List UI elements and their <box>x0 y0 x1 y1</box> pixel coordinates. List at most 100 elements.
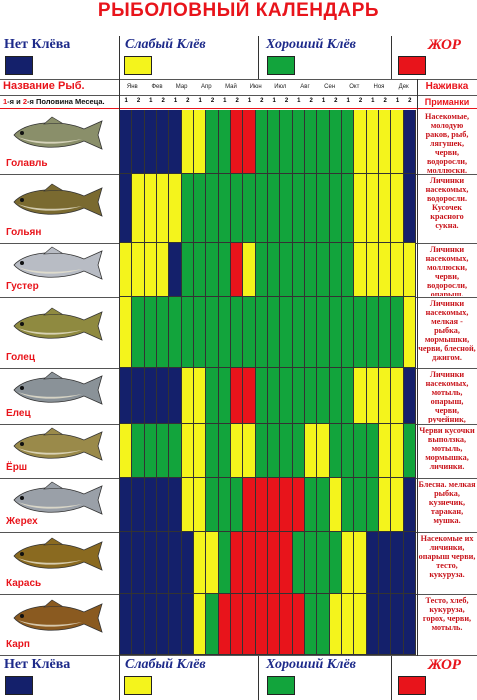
legend-item-n: Нет Клёва <box>0 36 119 80</box>
legend-label: ЖОР <box>428 37 461 53</box>
halves-mid: -я и <box>7 97 23 106</box>
bite-cell <box>206 243 219 297</box>
bite-cell <box>317 424 330 478</box>
header-divider <box>0 108 477 109</box>
bite-cell <box>157 174 170 243</box>
bite-cell <box>120 297 133 368</box>
month-label: Ноя <box>373 84 385 90</box>
bite-cell <box>366 424 379 478</box>
bite-cell <box>169 532 182 594</box>
bite-cell <box>194 174 207 243</box>
fish-name-header: Название Рыб. <box>3 80 85 92</box>
bite-cell <box>218 532 231 594</box>
legend-swatch <box>5 56 33 75</box>
fish-row: Жерех Блесна. мелкая рыбка, кузнечик, тар… <box>0 478 477 532</box>
legend-item-n: Нет Клёва <box>0 656 119 700</box>
bite-cell <box>329 243 342 297</box>
bite-cell <box>231 297 244 368</box>
fish-row: Елец Личинки насекомых, мотыль, опарыш, ч… <box>0 368 477 424</box>
legend-divider <box>258 656 259 700</box>
fish-row: Карась Насекомые их личинки, опарыш черви… <box>0 532 477 594</box>
bite-cell <box>231 368 244 424</box>
bite-cell <box>194 110 207 174</box>
bite-cell <box>243 532 256 594</box>
legend-swatch <box>398 56 426 75</box>
bite-cell <box>354 424 367 478</box>
half-number: 2 <box>408 98 412 104</box>
bite-cell <box>292 110 305 174</box>
fish-image <box>4 370 108 415</box>
legend-item-g: Хороший Клёв <box>259 36 391 80</box>
bite-cell <box>255 110 268 174</box>
fish-name: Голец <box>6 352 35 363</box>
bite-cell <box>317 297 330 368</box>
bite-cell <box>144 368 157 424</box>
month-label: Мар <box>175 84 188 90</box>
bite-cell <box>379 532 392 594</box>
bite-cell <box>366 594 379 655</box>
bite-cell <box>132 174 145 243</box>
bite-cell <box>354 110 367 174</box>
bite-cell <box>218 368 231 424</box>
fish-row: Карп Тесто, хлеб, кукуруза, горох, черви,… <box>0 594 477 655</box>
months-row: Янв Фев Мар Апр Май Июн Июл Авг Сен Окт Ноя Дек <box>120 81 416 95</box>
fish-name: Густер <box>6 281 39 292</box>
legend-item-z: ЖОР <box>392 36 477 80</box>
half-number: 2 <box>235 98 239 104</box>
column-divider <box>417 79 418 656</box>
bite-cell <box>317 594 330 655</box>
bite-cell <box>391 424 404 478</box>
bite-cell <box>280 297 293 368</box>
bite-cell <box>144 532 157 594</box>
bite-cell <box>157 297 170 368</box>
bite-cell <box>231 243 244 297</box>
bite-cell <box>305 243 318 297</box>
fish-bait: Черви кусочки выползка, мотыль, мормышка… <box>419 426 475 471</box>
bite-cell <box>268 424 281 478</box>
half-number: 1 <box>173 98 178 104</box>
bite-cell <box>144 110 157 174</box>
bite-cell <box>342 297 355 368</box>
bite-cell <box>403 424 416 478</box>
legend-divider <box>119 656 120 700</box>
bite-cell <box>305 478 318 532</box>
half-number: 2 <box>334 98 338 104</box>
bite-cell <box>181 174 194 243</box>
legend-swatch <box>267 56 295 75</box>
legend-label: Нет Клёва <box>4 657 71 672</box>
half-one-num: 1 <box>3 97 8 106</box>
bite-cell <box>268 110 281 174</box>
bite-cell <box>132 110 145 174</box>
bite-cell <box>292 594 305 655</box>
bite-cell <box>317 174 330 243</box>
bite-cell <box>255 532 268 594</box>
bite-cell <box>132 297 145 368</box>
bite-cell <box>379 243 392 297</box>
bite-cell <box>292 174 305 243</box>
bite-cell <box>181 297 194 368</box>
bite-cell <box>181 424 194 478</box>
bite-cell <box>391 594 404 655</box>
bite-cell <box>206 368 219 424</box>
legend-label: Хороший Клёв <box>266 657 356 672</box>
bite-cell <box>231 110 244 174</box>
bite-cell <box>157 424 170 478</box>
bite-cell <box>354 297 367 368</box>
bite-cell <box>157 110 170 174</box>
bite-cell <box>280 532 293 594</box>
bite-cell <box>218 174 231 243</box>
half-number: 1 <box>371 98 375 104</box>
month-label: Июн <box>249 84 262 90</box>
month-label: Фев <box>151 84 163 90</box>
bite-cell <box>292 424 305 478</box>
bite-cell <box>268 368 281 424</box>
bite-cell <box>243 424 256 478</box>
bite-cell <box>366 368 379 424</box>
bite-cell <box>120 594 133 655</box>
legend-item-g: Хороший Клёв <box>259 656 391 700</box>
bite-cell <box>218 243 231 297</box>
fish-name: Карась <box>6 578 42 589</box>
bite-cell <box>280 110 293 174</box>
bite-cell <box>280 594 293 655</box>
legend-item-w: Слабый Клёв <box>120 36 258 80</box>
